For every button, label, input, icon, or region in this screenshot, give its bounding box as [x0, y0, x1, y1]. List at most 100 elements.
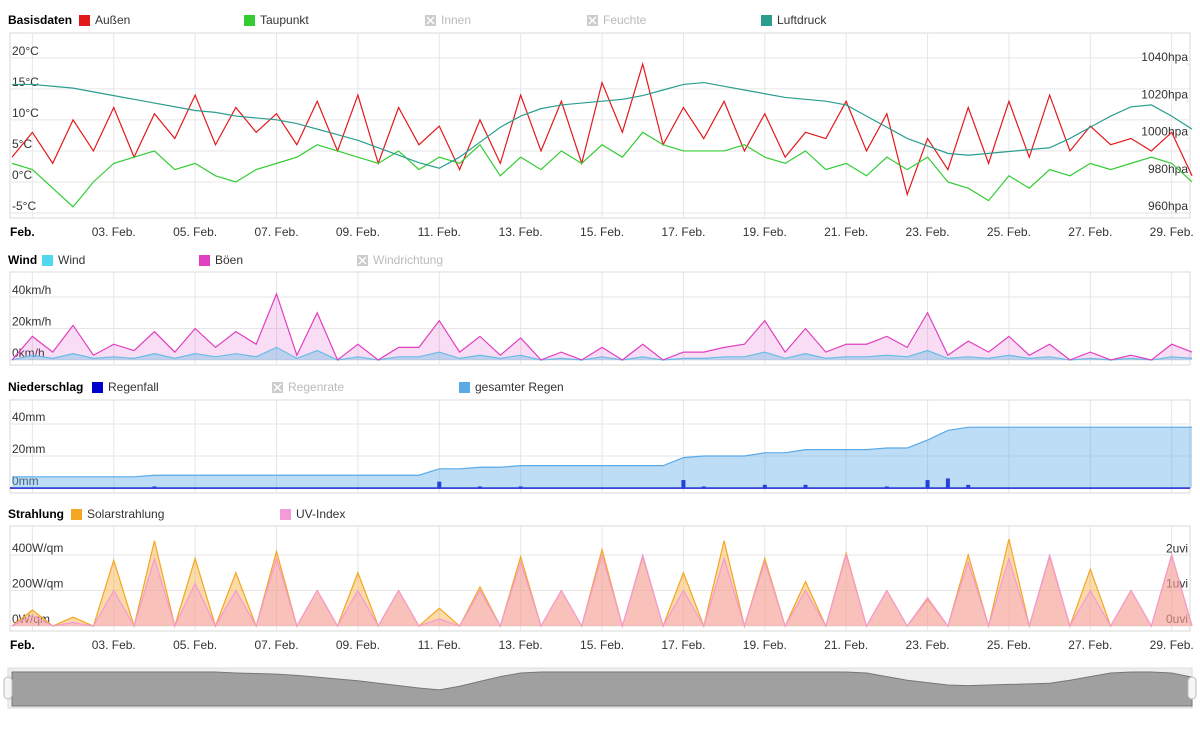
area-fill — [12, 347, 1193, 360]
x-tick-label: 19. Feb. — [743, 225, 787, 239]
rain-bar — [701, 486, 706, 489]
navigator-handle-left[interactable] — [3, 676, 13, 700]
legend-swatch — [761, 15, 772, 26]
rain-bar — [884, 486, 889, 489]
series-line — [11, 131, 1193, 208]
x-tick-label: 29. Feb. — [1150, 225, 1194, 239]
legend-swatch — [459, 382, 470, 393]
panel-title: Basisdaten — [8, 13, 72, 27]
x-tick-label: 09. Feb. — [336, 638, 380, 652]
y-tick-label: 20°C — [12, 44, 39, 58]
legend-label: Feuchte — [603, 13, 647, 27]
x-tick-label: 17. Feb. — [661, 225, 705, 239]
legend-label: Böen — [215, 253, 243, 267]
panel: Niederschlag 0mm 20mm 40mm Regenfall Regenrat… — [8, 380, 1193, 494]
y2-tick-label: 1000hpa — [1141, 125, 1188, 139]
series-line — [11, 538, 1193, 629]
legend-swatch — [92, 382, 103, 393]
y-tick-label: 15°C — [12, 75, 39, 89]
legend-swatch — [42, 255, 53, 266]
legend-icon-cross — [273, 383, 282, 392]
x-tick-label: Feb. — [10, 638, 35, 652]
series-line — [12, 81, 1193, 169]
rain-bar — [762, 484, 767, 489]
legend-label: Regenfall — [108, 380, 159, 394]
legend-label: Außen — [95, 13, 130, 27]
x-tick-label: Feb. — [10, 225, 35, 239]
series-line — [11, 292, 1193, 361]
legend-swatch — [280, 509, 291, 520]
panel-title: Wind — [8, 253, 37, 267]
y-tick-label: -5°C — [12, 199, 36, 213]
legend-swatch — [199, 255, 210, 266]
series-line — [11, 61, 1193, 197]
y2-tick-label: 1uvi — [1166, 577, 1188, 591]
plot-frame — [9, 525, 1191, 632]
x-tick-label: 23. Feb. — [906, 638, 950, 652]
x-tick-label: 17. Feb. — [661, 638, 705, 652]
legend-swatch — [79, 15, 90, 26]
x-tick-label: 23. Feb. — [906, 225, 950, 239]
panel: Strahlung Feb. 03. Feb. 05. Feb. 07. Feb. 09.… — [8, 507, 1194, 652]
rain-bar — [152, 486, 157, 489]
rain-bar — [966, 484, 971, 489]
area-fill — [12, 293, 1193, 360]
navigator-area — [11, 671, 1193, 707]
y-tick-label: 200W/qm — [12, 577, 63, 591]
y-tick-label: 40mm — [12, 410, 45, 424]
y2-tick-label: 0uvi — [1166, 612, 1188, 626]
x-tick-label: 29. Feb. — [1150, 638, 1194, 652]
legend-label: Regenrate — [288, 380, 344, 394]
navigator-handle-right[interactable] — [1187, 676, 1197, 700]
x-tick-label: 15. Feb. — [580, 225, 624, 239]
plot-frame — [9, 399, 1191, 494]
x-tick-label: 19. Feb. — [743, 638, 787, 652]
area-fill — [12, 538, 1193, 627]
series-line — [11, 346, 1193, 361]
panel-title: Strahlung — [8, 507, 64, 521]
y2-tick-label: 1040hpa — [1141, 50, 1188, 64]
x-tick-label: 03. Feb. — [92, 638, 136, 652]
legend-label: Luftdruck — [777, 13, 827, 27]
legend-label: UV-Index — [296, 507, 345, 521]
x-tick-label: 11. Feb. — [418, 225, 461, 239]
x-tick-label: 27. Feb. — [1068, 225, 1112, 239]
legend-label: Wind — [58, 253, 85, 267]
x-tick-label: 15. Feb. — [580, 638, 624, 652]
series-line — [11, 552, 1193, 629]
panel-title: Niederschlag — [8, 380, 83, 394]
x-tick-label: 05. Feb. — [173, 225, 217, 239]
x-tick-label: 21. Feb. — [824, 638, 868, 652]
y-tick-label: 20km/h — [12, 315, 51, 329]
legend-icon-cross — [588, 16, 597, 25]
legend-icon-cross — [426, 16, 435, 25]
y-tick-label: 20mm — [12, 442, 45, 456]
y-tick-label: 0mm — [12, 474, 39, 488]
legend-label: Solarstrahlung — [87, 507, 164, 521]
legend-icon-cross — [358, 256, 367, 265]
plot-frame — [9, 271, 1191, 366]
x-tick-label: 03. Feb. — [92, 225, 136, 239]
x-tick-label: 05. Feb. — [173, 638, 217, 652]
x-tick-label: 11. Feb. — [418, 638, 461, 652]
series-line — [12, 426, 1193, 478]
y-tick-label: 0°C — [12, 168, 32, 182]
rain-bar — [945, 478, 950, 489]
x-tick-label: 25. Feb. — [987, 225, 1031, 239]
y-tick-label: 40km/h — [12, 283, 51, 297]
y2-tick-label: 980hpa — [1148, 162, 1188, 176]
x-tick-label: 27. Feb. — [1068, 638, 1112, 652]
y2-tick-label: 960hpa — [1148, 199, 1188, 213]
legend-label: gesamter Regen — [475, 380, 564, 394]
legend-swatch — [71, 509, 82, 520]
plot-frame — [9, 32, 1191, 219]
x-tick-label: 25. Feb. — [987, 638, 1031, 652]
x-tick-label: 13. Feb. — [499, 638, 543, 652]
x-tick-label: 07. Feb. — [255, 638, 299, 652]
legend-label: Windrichtung — [373, 253, 443, 267]
rain-bar — [518, 486, 523, 489]
x-tick-label: 13. Feb. — [499, 225, 543, 239]
